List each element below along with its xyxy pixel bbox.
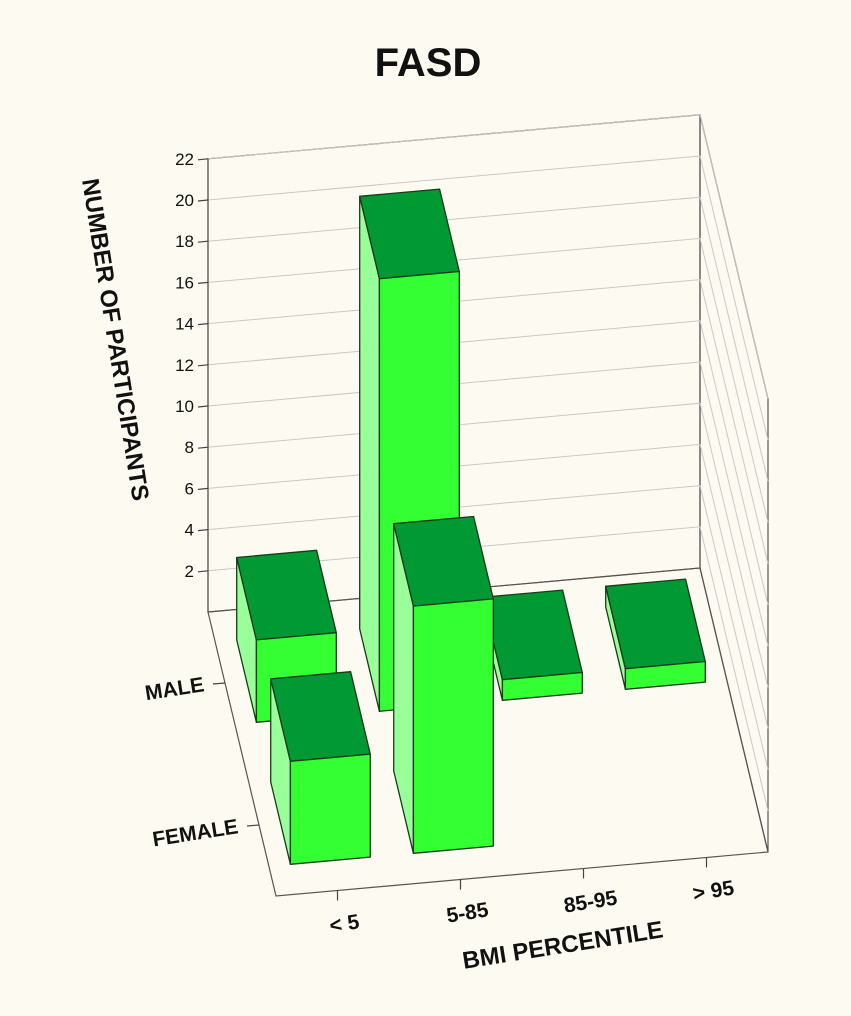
y-tick-mark-8 xyxy=(197,446,209,449)
y-tick-label: 12 xyxy=(175,356,194,375)
y-tick-label: 16 xyxy=(175,273,194,292)
gridline-22 xyxy=(207,114,769,399)
bar-front-face xyxy=(289,753,371,865)
bar-male-3 xyxy=(605,578,706,690)
y-tick-label: 6 xyxy=(185,479,194,498)
gridline-20 xyxy=(207,155,769,441)
y-tick-mark-12 xyxy=(197,364,209,367)
bars xyxy=(236,188,706,865)
y-tick-label: 10 xyxy=(175,397,194,416)
y-tick-mark-2 xyxy=(197,570,209,573)
x-tick-labels: < 5 5-85 85-95 > 95 xyxy=(328,857,736,938)
y-axis-label: NUMBER OF PARTICIPANTS xyxy=(76,177,154,503)
bar-female-1 xyxy=(393,515,494,854)
bar-side-face xyxy=(359,195,381,712)
floor xyxy=(207,567,769,897)
y-tick-mark-22 xyxy=(197,158,209,161)
bar-front-face xyxy=(412,598,494,854)
bar-female-0 xyxy=(270,671,371,865)
y-tick-mark-10 xyxy=(197,405,209,408)
x-tick-label: 5-85 xyxy=(445,898,490,927)
bar-front-face xyxy=(624,660,706,690)
y-tick-label: 18 xyxy=(175,232,194,251)
x-tick-label: < 5 xyxy=(328,910,361,937)
bar-front-face xyxy=(501,671,583,701)
y-tick-label: 14 xyxy=(175,315,194,334)
side-wall xyxy=(699,114,769,853)
y-tick-mark-6 xyxy=(197,487,209,490)
y-tick-mark-20 xyxy=(197,199,209,202)
x-tick-label: > 95 xyxy=(691,876,736,905)
chart-title: FASD xyxy=(375,41,482,85)
y-tick-label: 22 xyxy=(175,150,194,169)
y-tick-mark-16 xyxy=(197,281,209,284)
x-axis-label: BMI PERCENTILE xyxy=(461,916,665,974)
bar-male-2 xyxy=(482,589,583,701)
z-tick-label: FEMALE xyxy=(151,815,240,851)
y-tick-label: 2 xyxy=(185,562,194,581)
x-tick-label: 85-95 xyxy=(562,886,619,917)
z-tick-labels: MALE FEMALE xyxy=(143,673,260,851)
z-tick-mark xyxy=(246,824,260,827)
z-tick-mark xyxy=(212,682,226,685)
z-tick-label: MALE xyxy=(143,673,205,705)
y-tick-labels: 2 4 6 8 10 12 14 16 18 20 22 xyxy=(175,150,209,581)
y-tick-mark-4 xyxy=(197,529,209,532)
y-tick-label: 4 xyxy=(185,521,194,540)
y-tick-label: 20 xyxy=(175,191,194,210)
y-tick-mark-18 xyxy=(197,240,209,243)
y-tick-mark-14 xyxy=(197,323,209,326)
y-tick-label: 8 xyxy=(185,438,194,457)
